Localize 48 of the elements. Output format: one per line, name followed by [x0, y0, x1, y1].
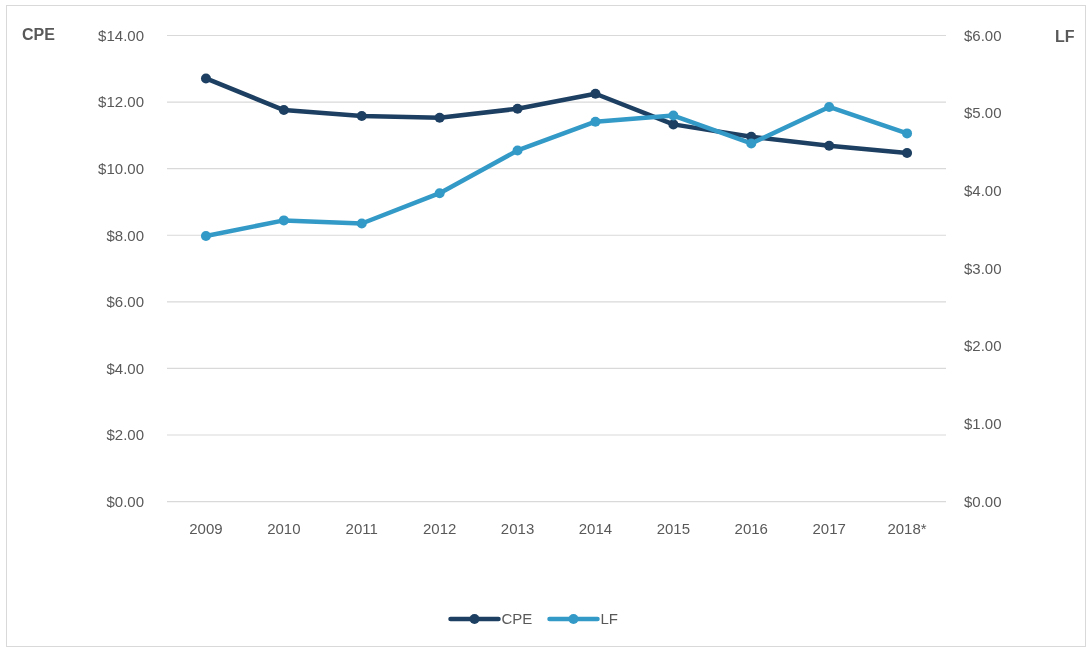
point	[668, 119, 679, 130]
x-tick-label: 2013	[500, 520, 535, 538]
point	[590, 88, 601, 99]
point	[356, 111, 367, 122]
point	[434, 112, 445, 123]
y-tick-label: $10.00	[98, 159, 144, 177]
y-tick-label: $4.00	[106, 359, 144, 377]
point	[590, 116, 601, 127]
point	[902, 128, 913, 139]
x-tick-label: 2011	[345, 520, 378, 538]
y2-axis-title: LF	[1055, 27, 1075, 45]
x-tick-label: 2012	[422, 520, 457, 538]
x-tick-label: 2009	[189, 520, 223, 538]
y2-tick-label: $0.00	[964, 492, 1002, 510]
y-axis-title: CPE	[22, 25, 56, 43]
y2-tick-label: $2.00	[964, 337, 1002, 355]
y2-tick-label: $6.00	[964, 26, 1002, 44]
x-tick-label: 2014	[578, 520, 613, 538]
x-tick-label: 2018*	[887, 520, 927, 538]
y-tick-label: $0.00	[106, 492, 144, 510]
legend-label: LF	[600, 610, 619, 628]
point	[512, 103, 523, 114]
x-tick-label: 2015	[656, 520, 691, 538]
legend-label: CPE	[501, 610, 533, 628]
y2-tick-label: $5.00	[964, 104, 1002, 122]
point	[824, 101, 835, 112]
x-tick-label: 2017	[812, 520, 846, 538]
y2-tick-label: $1.00	[964, 415, 1002, 433]
x-tick-label: 2010	[267, 520, 301, 538]
point	[668, 110, 679, 121]
point	[200, 230, 211, 241]
y2-tick-label: $3.00	[964, 259, 1002, 277]
y-tick-label: $8.00	[106, 226, 144, 244]
point	[200, 73, 211, 84]
point	[824, 140, 835, 151]
point	[434, 188, 445, 199]
point	[746, 138, 757, 149]
y-tick-label: $2.00	[106, 426, 144, 444]
point	[278, 105, 289, 116]
point	[356, 218, 367, 229]
x-tick-label: 2016	[734, 520, 768, 538]
point	[902, 148, 913, 159]
y2-tick-label: $4.00	[964, 182, 1002, 200]
y-tick-label: $12.00	[98, 93, 144, 111]
point	[512, 145, 523, 156]
y-tick-label: $14.00	[98, 26, 144, 44]
point	[278, 215, 289, 226]
y-tick-label: $6.00	[106, 293, 144, 311]
